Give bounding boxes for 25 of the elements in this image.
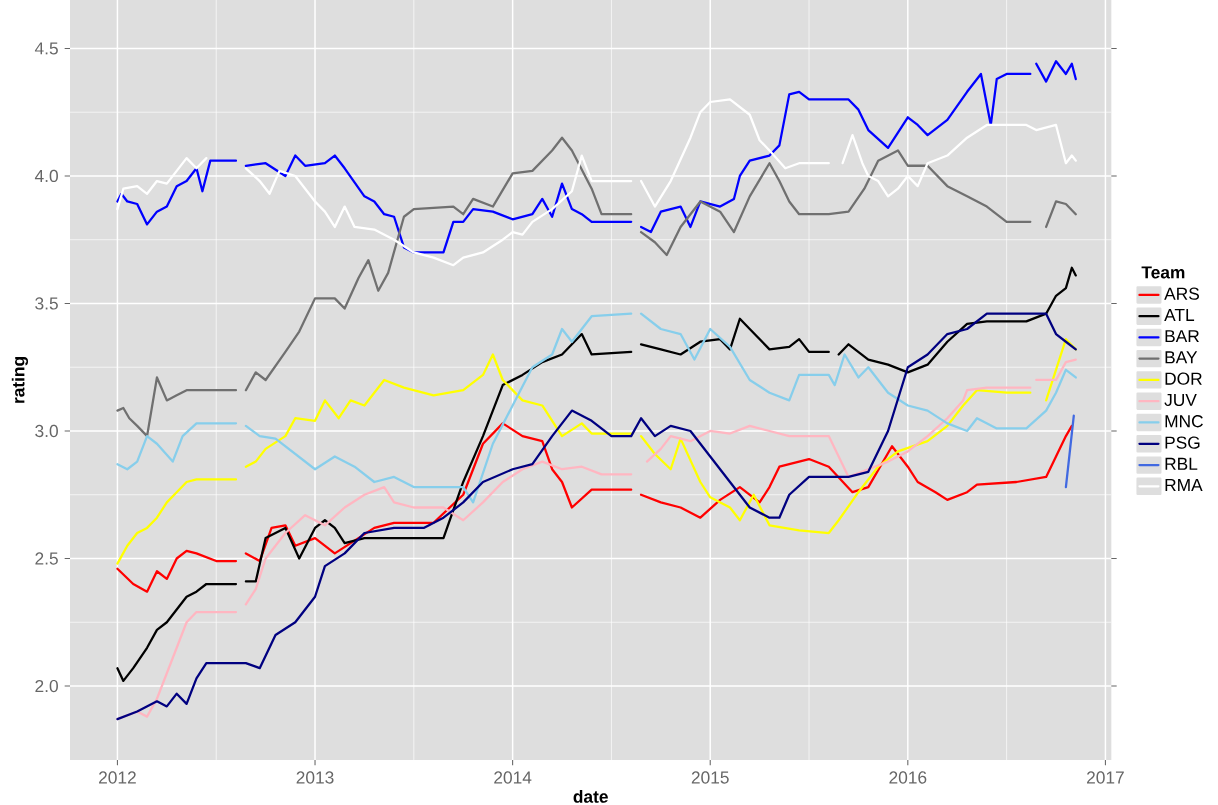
- legend-label: PSG: [1165, 436, 1200, 449]
- x-tick-label: 2013: [296, 771, 334, 784]
- x-tick-label: 2015: [691, 771, 729, 784]
- x-tick-label: 2014: [494, 771, 532, 784]
- x-tick-label: 2016: [889, 771, 927, 784]
- y-tick-label: 3.5: [35, 297, 58, 310]
- y-tick-label: 4.5: [34, 42, 58, 55]
- x-tick-label: 2017: [1087, 771, 1124, 784]
- legend-label: ATL: [1164, 308, 1195, 321]
- y-tick-label: 2.0: [35, 679, 58, 693]
- x-tick-label: 2012: [99, 771, 136, 784]
- legend-label: JUV: [1164, 393, 1197, 407]
- legend-label: BAY: [1165, 351, 1198, 364]
- legend-label: DOR: [1165, 372, 1202, 385]
- y-tick-label: 4.0: [34, 169, 58, 183]
- y-tick-label: 3.0: [35, 424, 58, 438]
- legend-title: Team: [1141, 266, 1185, 279]
- y-axis-title: rating: [11, 357, 29, 403]
- y-tick-label: 2.5: [35, 552, 58, 565]
- legend-label: MNC: [1165, 415, 1203, 428]
- legend-label: RBL: [1165, 457, 1198, 470]
- legend-label: ARS: [1164, 287, 1199, 300]
- legend-label: RMA: [1165, 479, 1203, 491]
- legend-label: BAR: [1165, 330, 1199, 343]
- x-axis-title: date: [573, 790, 608, 803]
